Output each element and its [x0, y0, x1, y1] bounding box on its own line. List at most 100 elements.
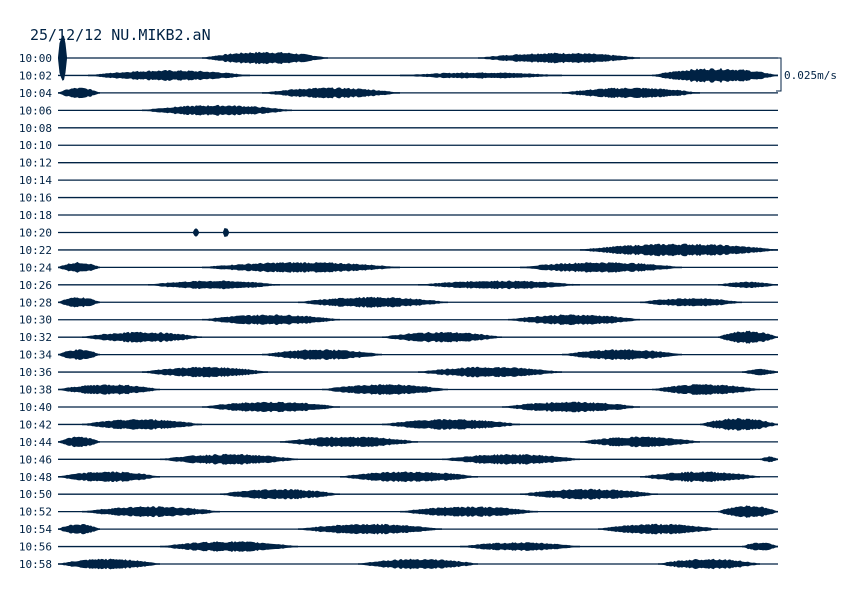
- seismic-burst: [400, 506, 538, 517]
- trace-row-1000: 10:00: [19, 35, 778, 81]
- seismic-burst: [760, 456, 778, 463]
- trace-row-1014: 10:14: [19, 174, 778, 187]
- seismic-burst: [382, 419, 520, 430]
- seismic-burst: [520, 262, 682, 273]
- trace-row-1040: 10:40: [19, 401, 778, 414]
- time-label: 10:16: [19, 192, 52, 205]
- time-label: 10:04: [19, 87, 52, 100]
- seismic-burst: [658, 558, 760, 570]
- time-label: 10:14: [19, 174, 52, 187]
- seismic-burst: [478, 52, 640, 64]
- seismic-burst: [580, 243, 778, 257]
- seismic-burst: [82, 331, 202, 343]
- time-label: 10:46: [19, 453, 52, 466]
- time-label: 10:36: [19, 366, 52, 379]
- seismic-burst: [58, 297, 100, 308]
- time-label: 10:54: [19, 523, 52, 536]
- seismic-burst: [82, 419, 202, 430]
- trace-row-1018: 10:18: [19, 209, 778, 222]
- seismic-burst: [142, 104, 292, 116]
- time-label: 10:48: [19, 471, 52, 484]
- seismic-burst: [160, 541, 298, 552]
- time-label: 10:20: [19, 226, 52, 239]
- seismic-burst: [88, 70, 250, 81]
- seismic-burst: [160, 453, 298, 465]
- seismic-burst: [418, 366, 562, 378]
- time-label: 10:10: [19, 139, 52, 152]
- trace-row-1048: 10:48: [19, 471, 778, 484]
- time-label: 10:12: [19, 157, 52, 170]
- seismic-burst: [442, 454, 580, 465]
- seismic-burst: [193, 228, 199, 237]
- trace-row-1030: 10:30: [19, 314, 778, 327]
- trace-row-1044: 10:44: [19, 436, 778, 449]
- time-label: 10:30: [19, 314, 52, 327]
- time-label: 10:52: [19, 506, 52, 519]
- trace-row-1008: 10:08: [19, 122, 778, 135]
- time-label: 10:18: [19, 209, 52, 222]
- time-label: 10:34: [19, 349, 52, 362]
- time-label: 10:38: [19, 384, 52, 397]
- trace-row-1054: 10:54: [19, 523, 778, 536]
- trace-row-1024: 10:24: [19, 261, 778, 274]
- seismic-burst: [700, 418, 778, 431]
- time-label: 10:44: [19, 436, 52, 449]
- seismic-burst: [640, 298, 742, 307]
- seismic-burst: [202, 314, 340, 326]
- seismic-burst: [262, 87, 400, 99]
- seismic-burst: [418, 280, 580, 290]
- seismic-burst: [742, 542, 778, 551]
- trace-row-1050: 10:50: [19, 488, 778, 501]
- trace-row-1020: 10:20: [19, 226, 778, 239]
- scale-label: 0.025m/s: [784, 69, 837, 82]
- trace-row-1002: 10:02: [19, 67, 778, 83]
- seismic-burst: [400, 72, 562, 79]
- time-label: 10:08: [19, 122, 52, 135]
- seismic-burst: [718, 505, 778, 518]
- seismic-burst: [340, 471, 478, 483]
- time-label: 10:00: [19, 52, 52, 65]
- seismic-burst: [460, 542, 580, 551]
- seismic-burst: [223, 228, 229, 237]
- seismic-burst: [202, 401, 340, 413]
- trace-row-1042: 10:42: [19, 418, 778, 431]
- seismic-burst: [58, 35, 67, 81]
- seismic-burst: [718, 281, 778, 289]
- seismic-burst: [298, 296, 448, 308]
- time-label: 10:56: [19, 541, 52, 554]
- trace-row-1016: 10:16: [19, 192, 778, 205]
- time-label: 10:22: [19, 244, 52, 257]
- trace-row-1038: 10:38: [19, 384, 778, 397]
- time-label: 10:06: [19, 104, 52, 117]
- trace-row-1004: 10:04: [19, 87, 778, 100]
- seismic-burst: [382, 331, 502, 343]
- seismic-burst: [142, 366, 268, 378]
- trace-row-1026: 10:26: [19, 279, 778, 292]
- time-label: 10:40: [19, 401, 52, 414]
- seismic-burst: [502, 401, 640, 413]
- time-label: 10:24: [19, 261, 52, 274]
- scale-bar: 0.025m/s: [776, 57, 837, 92]
- trace-row-1012: 10:12: [19, 157, 778, 170]
- time-label: 10:28: [19, 296, 52, 309]
- seismic-burst: [562, 349, 682, 360]
- trace-row-1022: 10:22: [19, 243, 778, 257]
- chart-title: 25/12/12 NU.MIKB2.aN: [30, 26, 211, 44]
- seismic-burst: [58, 524, 100, 535]
- seismic-burst: [58, 349, 100, 360]
- seismic-burst: [640, 471, 760, 483]
- seismic-burst: [652, 67, 778, 83]
- time-label: 10:58: [19, 558, 52, 571]
- seismic-burst: [58, 471, 160, 482]
- time-label: 10:32: [19, 331, 52, 344]
- seismic-burst: [742, 368, 778, 376]
- trace-row-1056: 10:56: [19, 541, 778, 554]
- seismic-burst: [58, 87, 100, 99]
- trace-row-1006: 10:06: [19, 104, 778, 117]
- time-label: 10:50: [19, 488, 52, 501]
- time-label: 10:42: [19, 418, 52, 431]
- seismic-burst: [598, 523, 718, 535]
- seismic-burst: [298, 523, 442, 535]
- trace-row-1046: 10:46: [19, 453, 778, 466]
